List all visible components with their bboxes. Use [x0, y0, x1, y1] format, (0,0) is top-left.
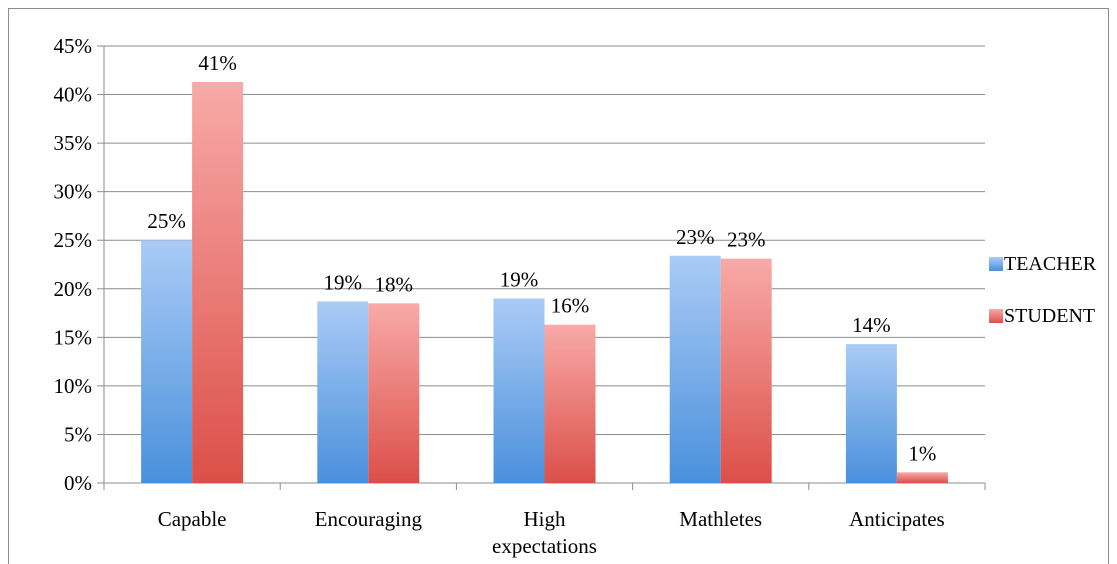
data-label: 14%	[852, 313, 891, 337]
legend: TEACHER STUDENT	[989, 253, 1097, 327]
axes: 0% 5% 10% 15% 20% 25% 30% 35% 40% 45% Capable Encou…	[54, 34, 986, 558]
y-tick-label: 30%	[54, 180, 93, 204]
data-label: 23%	[727, 228, 766, 252]
category-label: Mathletes	[679, 507, 762, 531]
y-tick-label: 25%	[54, 228, 93, 252]
y-tick-label: 45%	[54, 34, 93, 58]
data-label: 23%	[676, 225, 715, 249]
bar-teacher-capable	[141, 240, 193, 483]
category-label: Capable	[158, 507, 227, 531]
legend-label: TEACHER	[1004, 253, 1097, 275]
legend-swatch-teacher	[989, 257, 1003, 271]
y-tick-label: 35%	[54, 131, 93, 155]
category-label: High	[524, 507, 567, 531]
data-label: 25%	[147, 209, 186, 233]
bar-teacher-encouraging	[317, 301, 369, 483]
data-label: 41%	[198, 51, 237, 75]
data-label: 1%	[908, 441, 936, 465]
y-tick-label: 10%	[54, 374, 93, 398]
y-tick-label: 40%	[54, 83, 93, 107]
y-tick-label: 15%	[54, 325, 93, 349]
legend-label: STUDENT	[1004, 305, 1095, 327]
bar-student-anticipates	[896, 472, 948, 483]
category-label: expectations	[492, 534, 597, 558]
y-tick-label: 0%	[64, 471, 92, 495]
data-label: 18%	[375, 272, 414, 296]
y-tick-label: 5%	[64, 422, 92, 446]
bar-student-mathletes	[720, 258, 772, 483]
bar-student-high-expectations	[544, 324, 596, 483]
bar-student-capable	[192, 81, 244, 483]
bar-teacher-high-expectations	[493, 298, 545, 483]
bar-teacher-anticipates	[845, 344, 897, 483]
legend-swatch-student	[989, 309, 1003, 323]
category-label: Encouraging	[315, 507, 423, 531]
bar-teacher-mathletes	[669, 255, 721, 483]
category-label: Anticipates	[849, 507, 945, 531]
y-tick-label: 20%	[54, 277, 93, 301]
bar-student-encouraging	[368, 303, 420, 483]
data-label: 19%	[324, 270, 363, 294]
bars	[141, 81, 948, 483]
data-label: 16%	[551, 294, 590, 318]
data-labels: 25% 19% 19% 23% 14% 41% 18% 16% 23% 1%	[147, 51, 936, 465]
data-label: 19%	[500, 267, 539, 291]
